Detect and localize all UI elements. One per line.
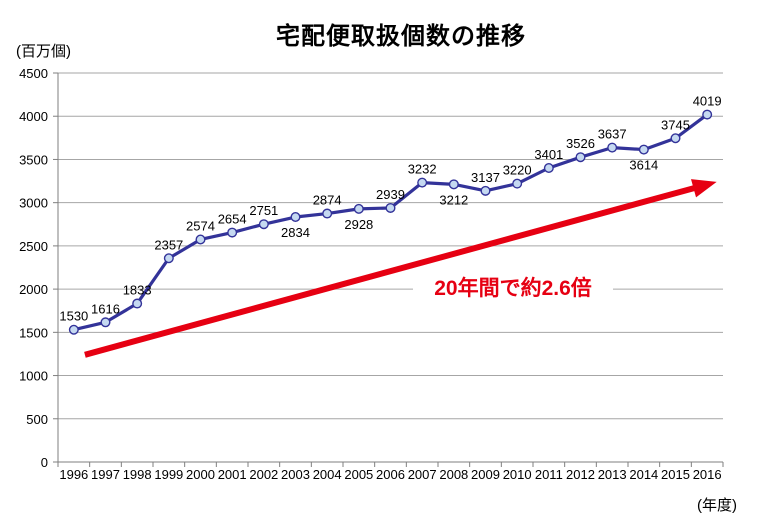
svg-text:2654: 2654: [218, 212, 247, 227]
svg-text:2000: 2000: [186, 467, 215, 482]
svg-text:2939: 2939: [376, 187, 405, 202]
svg-text:3401: 3401: [534, 147, 563, 162]
x-axis-unit-label: (年度): [697, 497, 737, 514]
svg-text:3137: 3137: [471, 170, 500, 185]
svg-text:3500: 3500: [19, 152, 48, 167]
svg-text:2007: 2007: [408, 467, 437, 482]
svg-text:2003: 2003: [281, 467, 310, 482]
svg-text:2016: 2016: [693, 467, 722, 482]
svg-text:2006: 2006: [376, 467, 405, 482]
growth-annotation: 20年間で約2.6倍: [413, 275, 613, 302]
y-axis-unit-label: (百万個): [16, 43, 71, 60]
svg-text:3637: 3637: [598, 127, 627, 142]
svg-text:2751: 2751: [249, 203, 278, 218]
svg-text:3000: 3000: [19, 196, 48, 211]
svg-text:2008: 2008: [439, 467, 468, 482]
svg-text:2834: 2834: [281, 225, 310, 240]
svg-text:2005: 2005: [344, 467, 373, 482]
svg-text:500: 500: [26, 412, 48, 427]
svg-text:3232: 3232: [408, 162, 437, 177]
svg-text:2874: 2874: [313, 193, 342, 208]
svg-text:1833: 1833: [123, 283, 152, 298]
svg-text:2013: 2013: [598, 467, 627, 482]
svg-text:4000: 4000: [19, 109, 48, 124]
svg-text:2010: 2010: [503, 467, 532, 482]
svg-text:2015: 2015: [661, 467, 690, 482]
svg-text:1500: 1500: [19, 325, 48, 340]
svg-text:1530: 1530: [59, 309, 88, 324]
svg-text:1996: 1996: [59, 467, 88, 482]
svg-text:2011: 2011: [535, 467, 563, 482]
chart-title: 宅配便取扱個数の推移: [276, 23, 526, 50]
svg-text:2000: 2000: [19, 282, 48, 297]
svg-text:1998: 1998: [123, 467, 152, 482]
svg-text:2009: 2009: [471, 467, 500, 482]
svg-text:2574: 2574: [186, 218, 215, 233]
svg-text:2012: 2012: [566, 467, 595, 482]
svg-text:1999: 1999: [154, 467, 183, 482]
svg-text:3212: 3212: [439, 192, 468, 207]
svg-text:3614: 3614: [629, 158, 658, 173]
svg-text:1997: 1997: [91, 467, 120, 482]
svg-text:1616: 1616: [91, 301, 120, 316]
svg-text:3745: 3745: [661, 117, 690, 132]
svg-text:4019: 4019: [693, 94, 722, 109]
svg-text:3526: 3526: [566, 136, 595, 151]
svg-text:3220: 3220: [503, 163, 532, 178]
svg-text:2500: 2500: [19, 239, 48, 254]
svg-text:4500: 4500: [19, 66, 48, 81]
svg-text:2357: 2357: [154, 237, 183, 252]
svg-text:2928: 2928: [344, 217, 373, 232]
svg-text:1000: 1000: [19, 369, 48, 384]
svg-text:2002: 2002: [249, 467, 278, 482]
svg-text:2014: 2014: [629, 467, 658, 482]
svg-text:2004: 2004: [313, 467, 342, 482]
svg-text:2001: 2001: [218, 467, 247, 482]
svg-text:0: 0: [41, 455, 48, 470]
